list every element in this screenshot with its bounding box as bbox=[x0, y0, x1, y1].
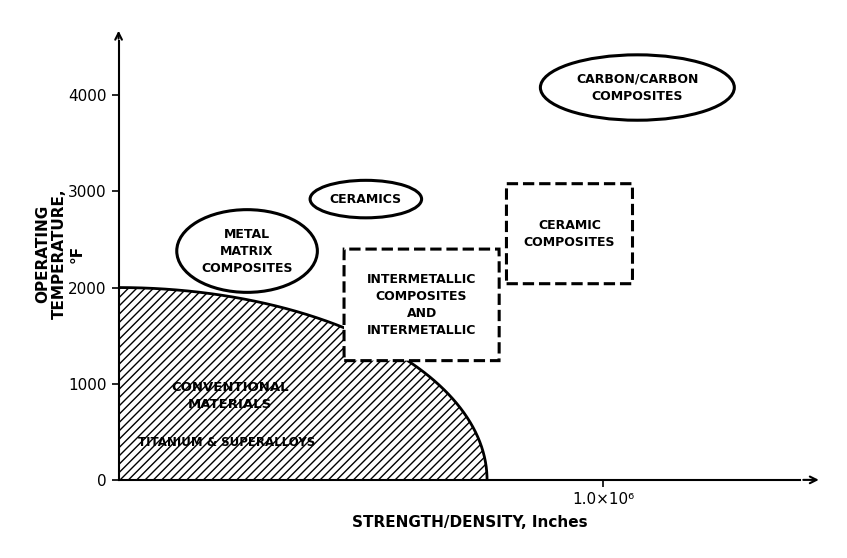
Text: CARBON/CARBON
COMPOSITES: CARBON/CARBON COMPOSITES bbox=[576, 73, 699, 103]
FancyBboxPatch shape bbox=[344, 249, 499, 360]
Ellipse shape bbox=[540, 55, 734, 120]
Text: CERAMICS: CERAMICS bbox=[329, 193, 402, 205]
FancyBboxPatch shape bbox=[507, 184, 633, 283]
Text: METAL
MATRIX
COMPOSITES: METAL MATRIX COMPOSITES bbox=[202, 228, 293, 275]
X-axis label: STRENGTH/DENSITY, Inches: STRENGTH/DENSITY, Inches bbox=[352, 515, 588, 530]
Polygon shape bbox=[119, 287, 487, 480]
Text: CERAMIC
COMPOSITES: CERAMIC COMPOSITES bbox=[523, 219, 615, 249]
Text: INTERMETALLIC
COMPOSITES
AND
INTERMETALLIC: INTERMETALLIC COMPOSITES AND INTERMETALL… bbox=[367, 273, 476, 337]
Text: CONVENTIONAL
MATERIALS: CONVENTIONAL MATERIALS bbox=[171, 381, 289, 411]
Ellipse shape bbox=[310, 180, 422, 218]
Ellipse shape bbox=[177, 210, 318, 292]
Y-axis label: OPERATING
TEMPERATURE,
°F: OPERATING TEMPERATURE, °F bbox=[35, 189, 85, 319]
Text: TITANIUM & SUPERALLOYS: TITANIUM & SUPERALLOYS bbox=[138, 436, 315, 449]
